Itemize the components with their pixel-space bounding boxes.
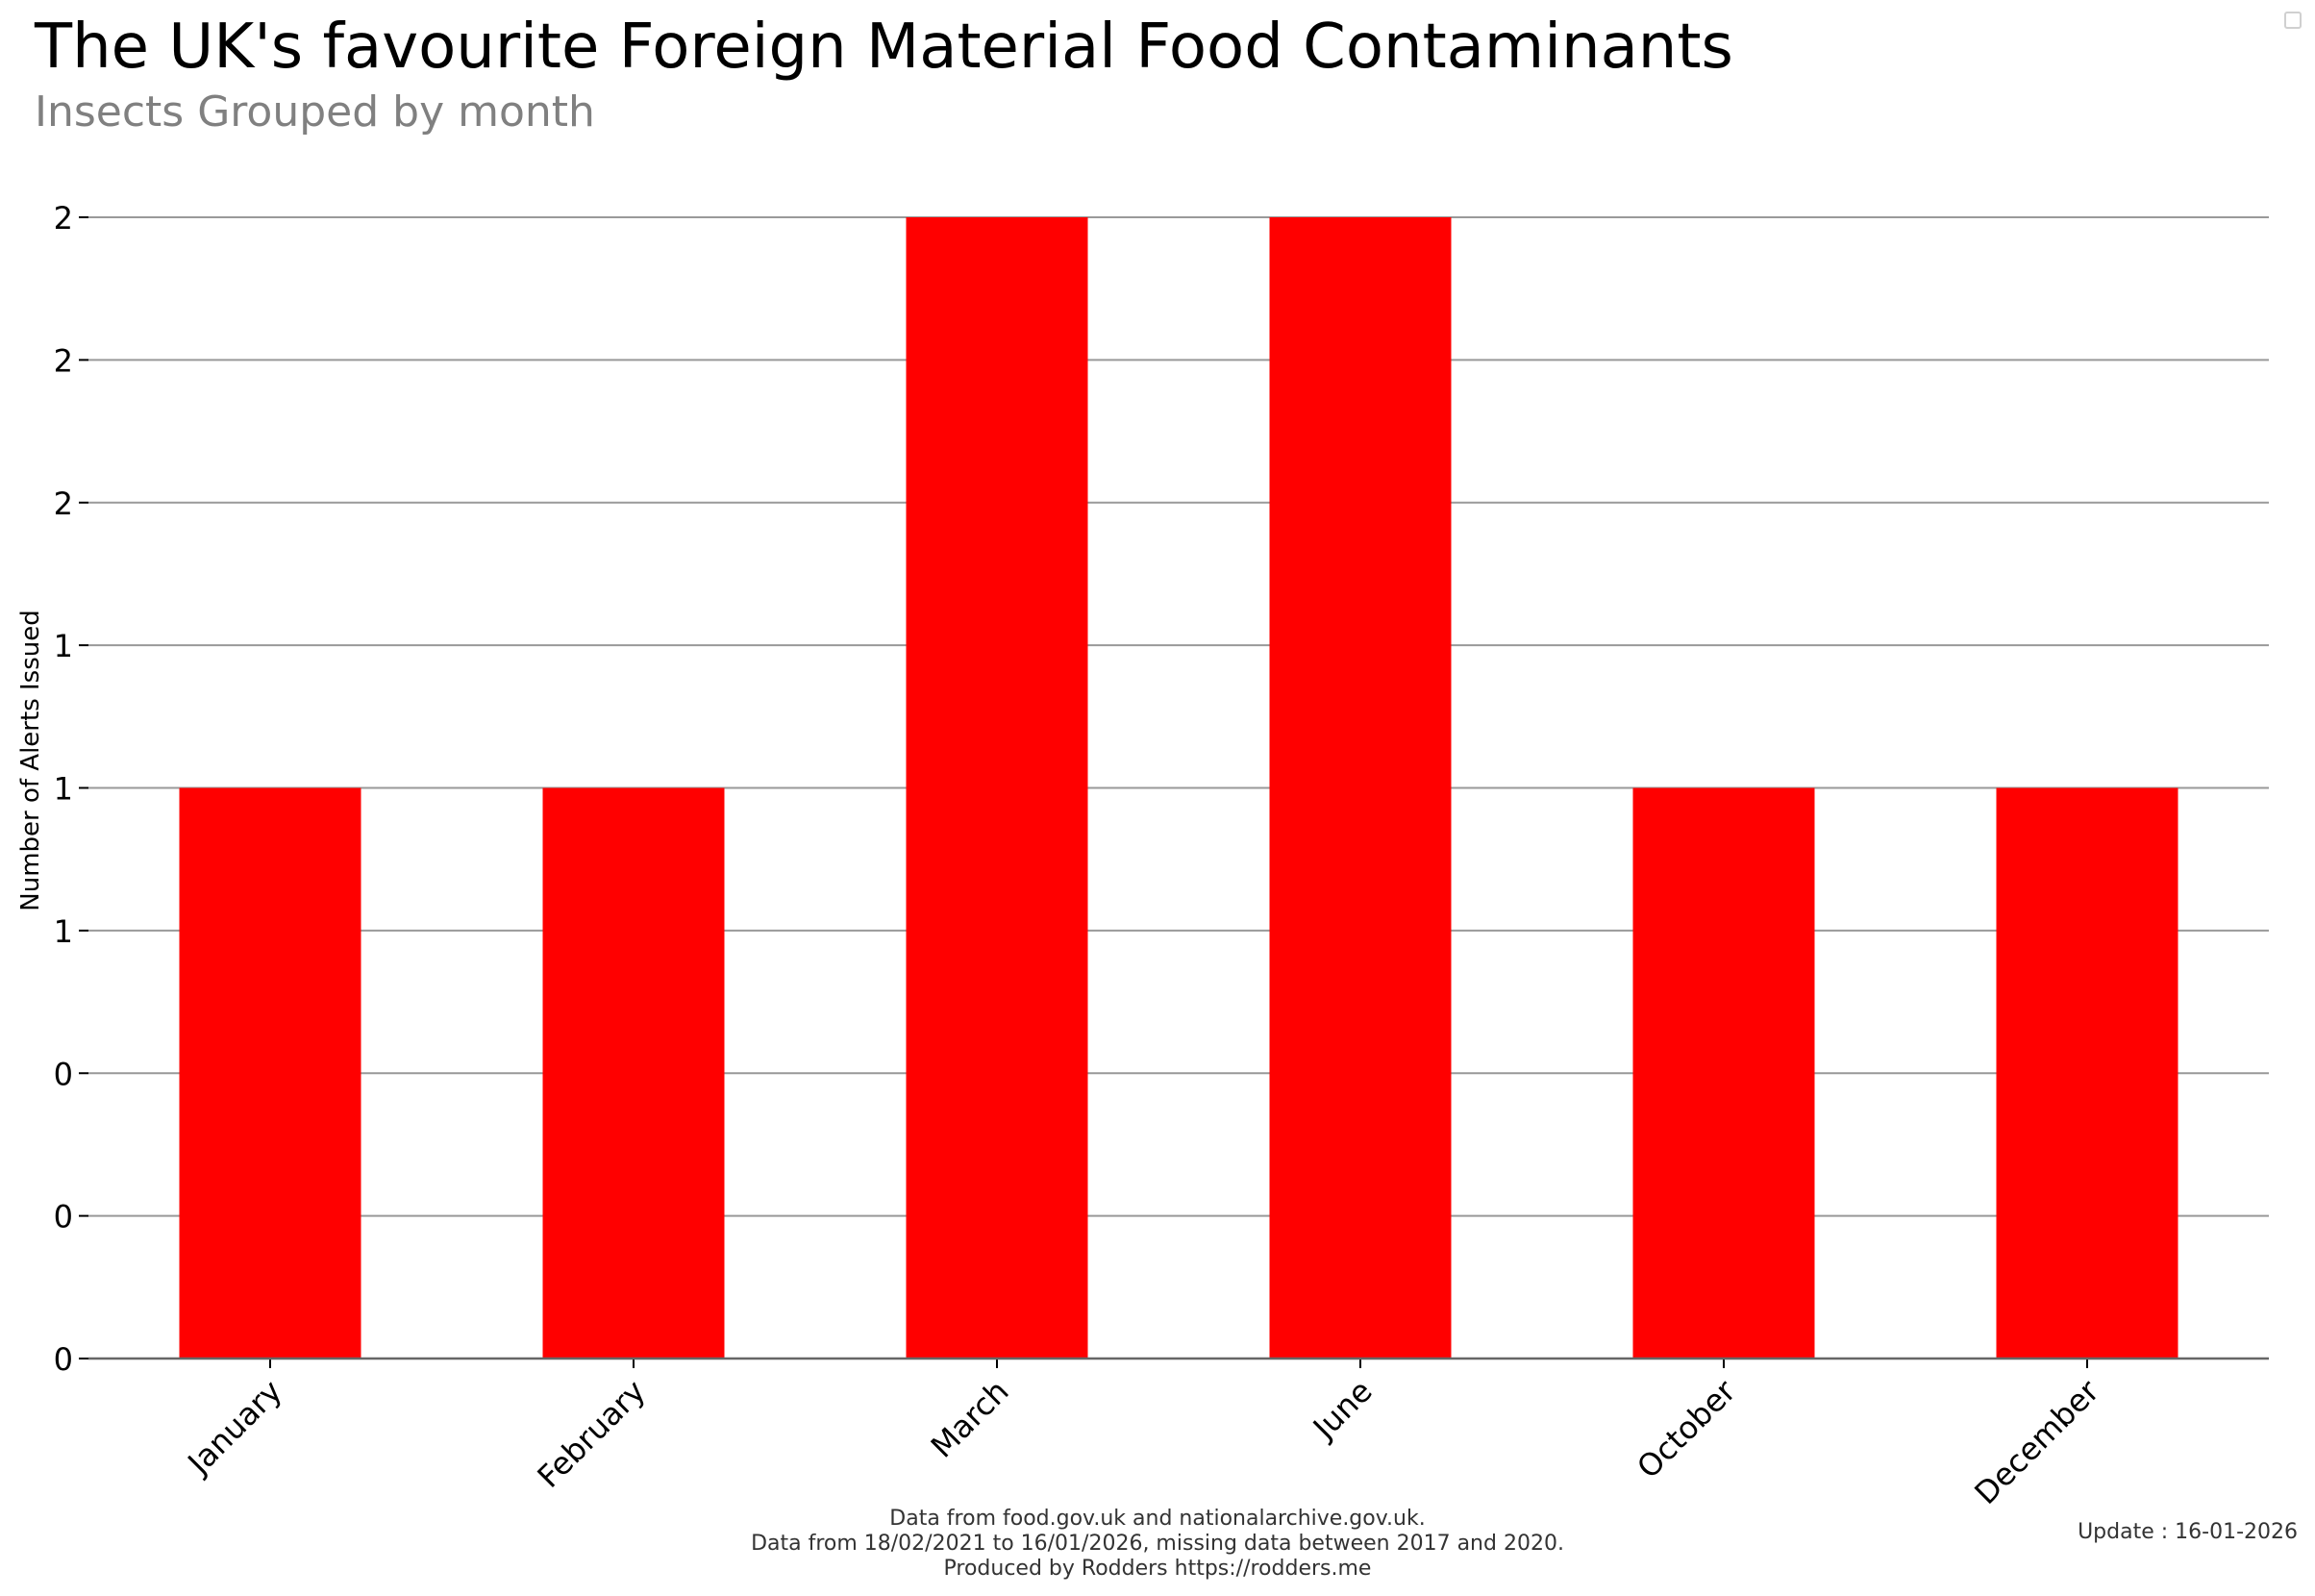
bar-january <box>179 787 361 1359</box>
footer-source: Data from food.gov.uk and nationalarchiv… <box>889 1507 1426 1531</box>
y-tick-label: 0 <box>54 1199 73 1235</box>
y-tick-label: 1 <box>54 628 73 664</box>
bar-march <box>906 217 1088 1359</box>
x-tick-label: October <box>1630 1372 1743 1485</box>
x-tick-label: January <box>180 1373 289 1483</box>
chart-title: The UK's favourite Foreign Material Food… <box>35 12 1733 83</box>
bar-february <box>542 787 725 1359</box>
bar-december <box>1996 787 2178 1359</box>
update-date: Update : 16-01-2026 <box>2078 1520 2298 1544</box>
x-tick-label: June <box>1305 1373 1380 1448</box>
footer-date-range: Data from 18/02/2021 to 16/01/2026, miss… <box>751 1532 1564 1556</box>
y-tick-label: 2 <box>54 486 73 522</box>
y-tick-label: 1 <box>54 913 73 950</box>
axes: 0 0 0 1 1 1 2 2 2 January February March June October… <box>54 200 2269 1511</box>
bar-june <box>1269 217 1452 1359</box>
y-tick-label: 2 <box>54 342 73 379</box>
y-tick-label: 2 <box>54 200 73 237</box>
y-tick-label: 0 <box>54 1056 73 1092</box>
gridlines <box>88 216 2269 1217</box>
bars <box>179 217 2178 1359</box>
x-tick-label: February <box>531 1373 653 1495</box>
legend-toggle-checkbox[interactable] <box>2284 12 2302 29</box>
y-tick-label: 0 <box>54 1341 73 1378</box>
chart-subtitle: Insects Grouped by month <box>35 87 595 137</box>
bar-october <box>1632 787 1815 1359</box>
x-tick-label: December <box>1967 1372 2106 1511</box>
y-tick-label: 1 <box>54 771 73 808</box>
y-axis-label: Number of Alerts Issued <box>16 610 45 910</box>
footer-credit: Produced by Rodders https://rodders.me <box>943 1557 1372 1581</box>
x-tick-label: March <box>924 1373 1016 1465</box>
